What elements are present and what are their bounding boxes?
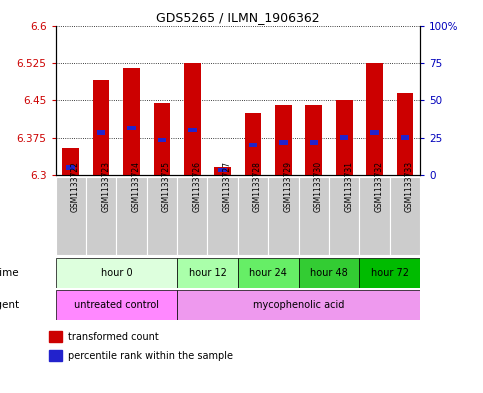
Bar: [214, 167, 231, 175]
Bar: [56, 177, 86, 255]
Text: GSM1133723: GSM1133723: [101, 161, 110, 212]
Bar: [177, 290, 420, 320]
Text: GSM1133722: GSM1133722: [71, 161, 80, 212]
Bar: [93, 80, 110, 175]
Title: GDS5265 / ILMN_1906362: GDS5265 / ILMN_1906362: [156, 11, 320, 24]
Bar: [157, 138, 166, 142]
Text: GSM1133730: GSM1133730: [314, 161, 323, 212]
Text: percentile rank within the sample: percentile rank within the sample: [68, 351, 233, 361]
Text: GSM1133724: GSM1133724: [131, 161, 141, 212]
Bar: [154, 103, 170, 175]
Text: GSM1133729: GSM1133729: [284, 161, 293, 212]
Text: hour 48: hour 48: [310, 268, 348, 278]
Bar: [86, 177, 116, 255]
Bar: [310, 140, 318, 145]
Bar: [218, 168, 227, 172]
Bar: [275, 105, 292, 175]
Bar: [305, 105, 322, 175]
Text: GSM1133728: GSM1133728: [253, 161, 262, 212]
Text: untreated control: untreated control: [74, 300, 159, 310]
Bar: [279, 140, 288, 145]
Text: GSM1133725: GSM1133725: [162, 161, 171, 212]
Text: time: time: [0, 268, 19, 278]
Bar: [359, 258, 420, 288]
Bar: [56, 258, 177, 288]
Bar: [336, 100, 353, 175]
Text: hour 0: hour 0: [100, 268, 132, 278]
Bar: [123, 68, 140, 175]
Text: GSM1133726: GSM1133726: [192, 161, 201, 212]
Bar: [97, 130, 105, 135]
Bar: [177, 177, 208, 255]
Text: GSM1133732: GSM1133732: [375, 161, 384, 212]
Bar: [366, 63, 383, 175]
Bar: [298, 258, 359, 288]
Text: hour 24: hour 24: [249, 268, 287, 278]
Text: GSM1133733: GSM1133733: [405, 161, 414, 212]
Text: mycophenolic acid: mycophenolic acid: [253, 300, 344, 310]
Bar: [116, 177, 147, 255]
Bar: [188, 128, 197, 132]
Bar: [208, 177, 238, 255]
Bar: [340, 136, 349, 140]
Bar: [397, 93, 413, 175]
Bar: [359, 177, 390, 255]
Bar: [249, 143, 257, 147]
Text: GSM1133727: GSM1133727: [223, 161, 232, 212]
Bar: [401, 136, 409, 140]
Text: hour 72: hour 72: [371, 268, 409, 278]
Bar: [238, 177, 268, 255]
Bar: [329, 177, 359, 255]
Bar: [184, 63, 200, 175]
Text: agent: agent: [0, 300, 19, 310]
Bar: [390, 177, 420, 255]
Bar: [147, 177, 177, 255]
Bar: [67, 165, 75, 169]
Bar: [245, 113, 261, 175]
Bar: [238, 258, 298, 288]
Bar: [370, 130, 379, 135]
Bar: [268, 177, 298, 255]
Bar: [56, 290, 177, 320]
Bar: [62, 147, 79, 175]
Bar: [298, 177, 329, 255]
Bar: [49, 331, 62, 342]
Bar: [177, 258, 238, 288]
Bar: [49, 350, 62, 361]
Bar: [127, 125, 136, 130]
Text: transformed count: transformed count: [68, 332, 158, 342]
Text: hour 12: hour 12: [188, 268, 227, 278]
Text: GSM1133731: GSM1133731: [344, 161, 353, 212]
